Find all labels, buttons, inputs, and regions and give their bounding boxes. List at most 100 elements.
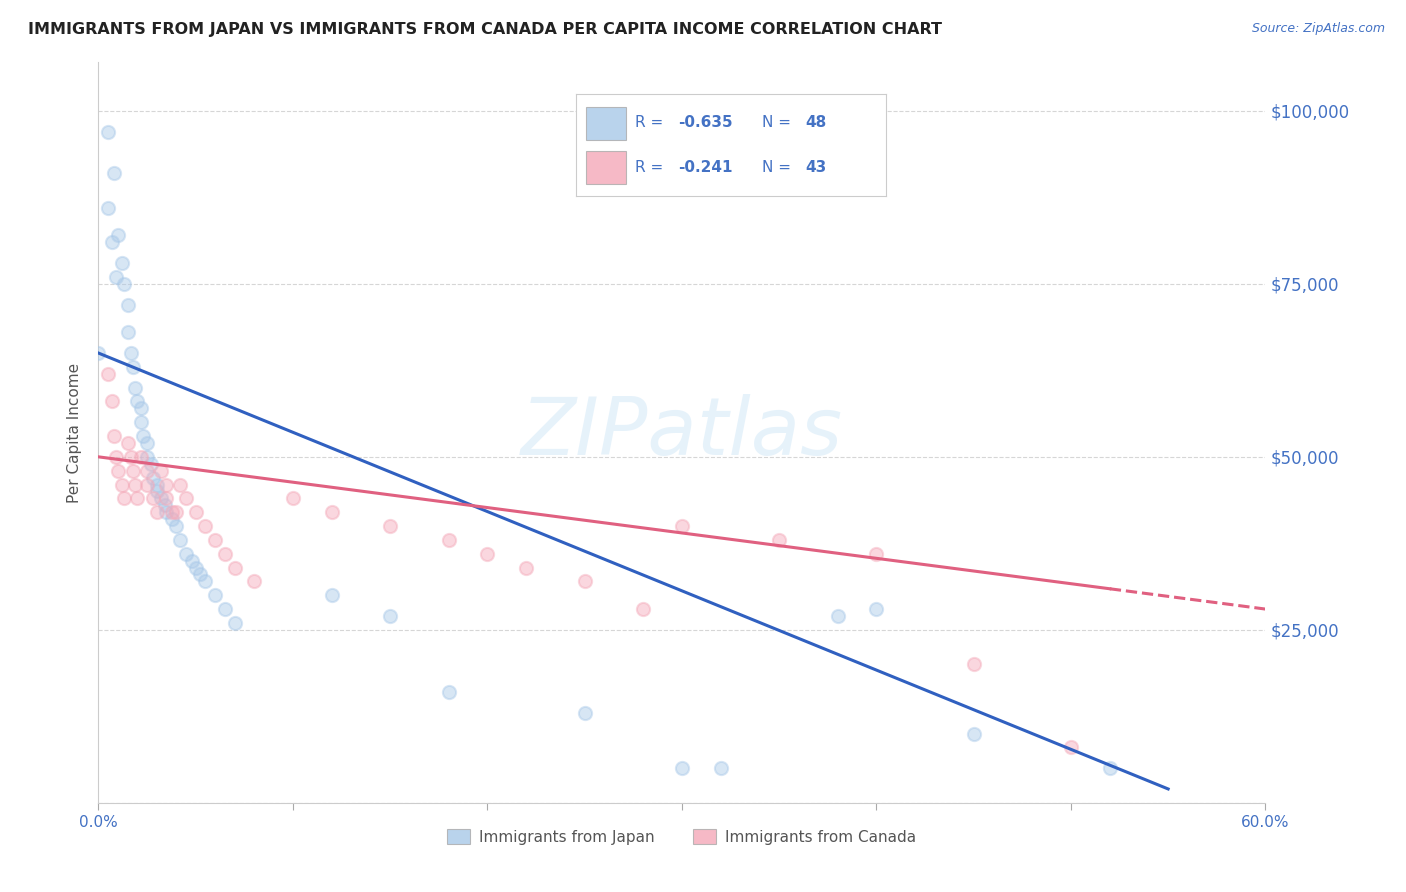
Point <box>136 477 159 491</box>
Point <box>103 166 125 180</box>
Point <box>146 477 169 491</box>
Point <box>129 450 152 464</box>
Point <box>380 609 402 624</box>
Point <box>104 450 127 464</box>
Point <box>437 685 460 699</box>
Point <box>142 491 165 506</box>
Point <box>962 657 984 672</box>
Point <box>142 470 165 484</box>
Point <box>97 201 120 215</box>
Point <box>132 429 155 443</box>
Point <box>204 588 226 602</box>
Point <box>188 567 211 582</box>
Text: N =: N = <box>762 160 796 175</box>
Point <box>107 228 129 243</box>
Point <box>671 761 693 775</box>
Point <box>1060 740 1083 755</box>
Point <box>281 491 304 506</box>
Legend: Immigrants from Japan, Immigrants from Canada: Immigrants from Japan, Immigrants from C… <box>441 822 922 851</box>
Point <box>97 125 120 139</box>
Point <box>87 346 110 360</box>
Point <box>101 394 124 409</box>
Point <box>180 554 202 568</box>
Point <box>149 491 172 506</box>
Text: N =: N = <box>762 115 796 130</box>
Point <box>631 602 654 616</box>
Point <box>136 436 159 450</box>
Point <box>184 505 207 519</box>
Point <box>380 519 402 533</box>
Point <box>515 560 537 574</box>
Point <box>169 477 191 491</box>
Bar <box>586 107 626 140</box>
Point <box>127 491 149 506</box>
Point <box>827 609 849 624</box>
Point <box>97 367 120 381</box>
Point <box>962 726 984 740</box>
Text: IMMIGRANTS FROM JAPAN VS IMMIGRANTS FROM CANADA PER CAPITA INCOME CORRELATION CH: IMMIGRANTS FROM JAPAN VS IMMIGRANTS FROM… <box>28 22 942 37</box>
Point <box>214 547 236 561</box>
Point <box>321 505 343 519</box>
Point <box>214 602 236 616</box>
Point <box>149 464 172 478</box>
Point <box>243 574 266 589</box>
Text: 43: 43 <box>806 160 827 175</box>
Point <box>710 761 733 775</box>
Point <box>122 464 145 478</box>
Point <box>101 235 124 250</box>
Text: ZIPatlas: ZIPatlas <box>520 393 844 472</box>
Bar <box>586 151 626 184</box>
Point <box>162 512 184 526</box>
Point <box>574 574 596 589</box>
Point <box>574 706 596 720</box>
Text: R =: R = <box>636 115 668 130</box>
Point <box>194 574 217 589</box>
Point <box>117 297 139 311</box>
Point <box>671 519 693 533</box>
Point <box>124 477 146 491</box>
Point <box>437 533 460 547</box>
Point <box>321 588 343 602</box>
Point <box>477 547 499 561</box>
Point <box>155 505 177 519</box>
Point <box>112 277 135 291</box>
Point <box>111 256 134 270</box>
Point <box>103 429 125 443</box>
Point <box>204 533 226 547</box>
Text: -0.241: -0.241 <box>679 160 733 175</box>
Point <box>155 491 177 506</box>
Point <box>194 519 217 533</box>
Point <box>165 505 187 519</box>
Point <box>121 346 143 360</box>
Point <box>174 491 197 506</box>
Point <box>153 498 176 512</box>
Point <box>146 505 169 519</box>
Point <box>111 477 134 491</box>
Text: 48: 48 <box>806 115 827 130</box>
Text: R =: R = <box>636 160 668 175</box>
Y-axis label: Per Capita Income: Per Capita Income <box>67 362 83 503</box>
Text: Source: ZipAtlas.com: Source: ZipAtlas.com <box>1251 22 1385 36</box>
Point <box>112 491 135 506</box>
Point <box>174 547 197 561</box>
Point <box>122 359 145 374</box>
Point <box>224 560 246 574</box>
Point <box>107 464 129 478</box>
Text: -0.635: -0.635 <box>679 115 733 130</box>
Point <box>139 457 162 471</box>
Point <box>146 484 169 499</box>
Point <box>865 547 887 561</box>
Point <box>104 269 127 284</box>
Point <box>184 560 207 574</box>
Point <box>117 326 139 340</box>
Point <box>165 519 187 533</box>
Point <box>136 464 159 478</box>
Point <box>768 533 790 547</box>
Point <box>1098 761 1121 775</box>
Point <box>127 394 149 409</box>
Point <box>162 505 184 519</box>
Point <box>865 602 887 616</box>
Point <box>129 401 152 416</box>
Point <box>136 450 159 464</box>
Point <box>129 415 152 429</box>
